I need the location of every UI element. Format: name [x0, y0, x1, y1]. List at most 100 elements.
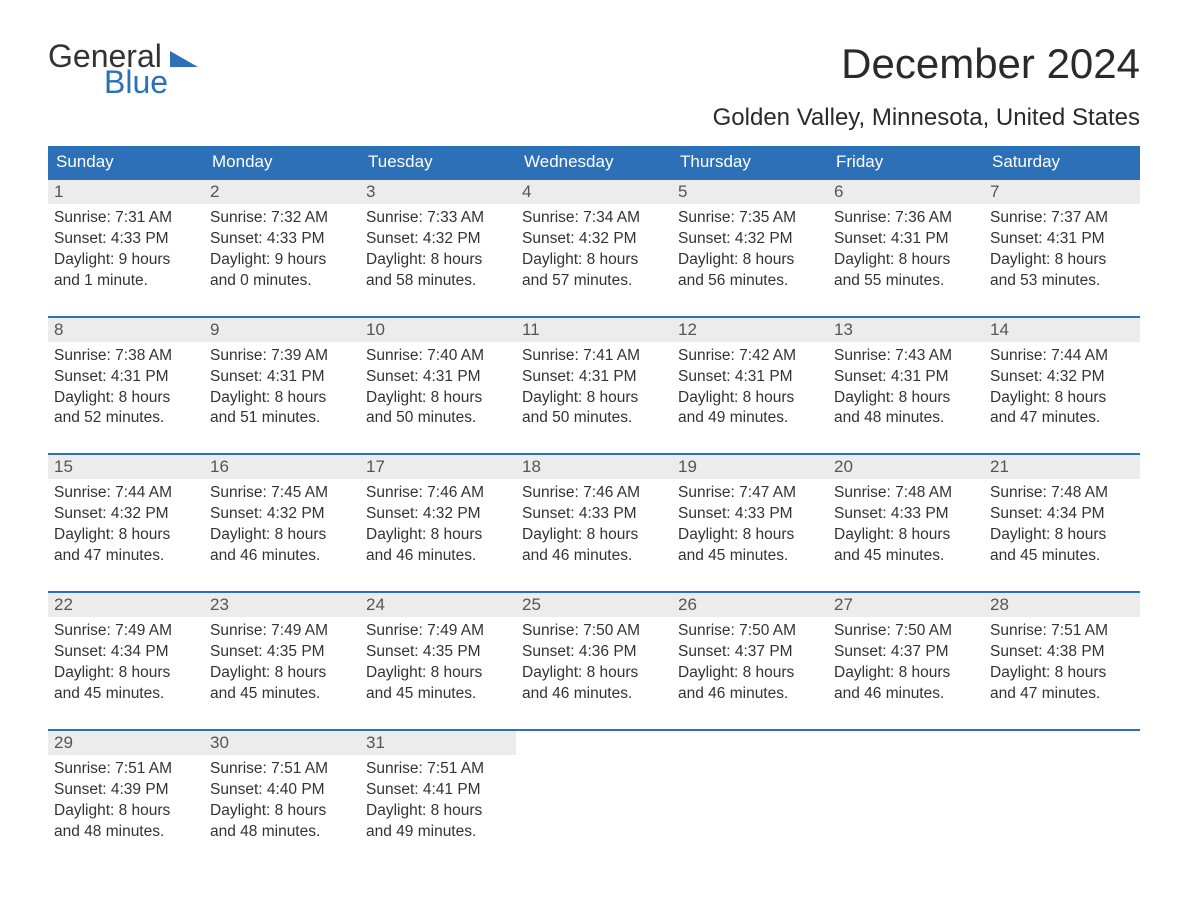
dl1-text: Daylight: 8 hours — [678, 663, 820, 684]
empty-cell — [984, 730, 1140, 755]
sunrise-text: Sunrise: 7:48 AM — [834, 483, 976, 504]
sunset-text: Sunset: 4:33 PM — [678, 504, 820, 525]
dl1-text: Daylight: 8 hours — [210, 663, 352, 684]
dl1-text: Daylight: 8 hours — [522, 663, 664, 684]
sunrise-text: Sunrise: 7:37 AM — [990, 208, 1132, 229]
sunset-text: Sunset: 4:39 PM — [54, 780, 196, 801]
dl2-text: and 46 minutes. — [522, 546, 664, 567]
day-detail: Sunrise: 7:36 AMSunset: 4:31 PMDaylight:… — [828, 204, 984, 317]
dl2-text: and 45 minutes. — [210, 684, 352, 705]
week-daynum-row: 293031 — [48, 730, 1140, 755]
day-number: 16 — [204, 454, 360, 479]
sunrise-text: Sunrise: 7:50 AM — [678, 621, 820, 642]
day-detail: Sunrise: 7:48 AMSunset: 4:34 PMDaylight:… — [984, 479, 1140, 592]
sunset-text: Sunset: 4:35 PM — [366, 642, 508, 663]
day-detail: Sunrise: 7:49 AMSunset: 4:35 PMDaylight:… — [204, 617, 360, 730]
day-detail: Sunrise: 7:49 AMSunset: 4:34 PMDaylight:… — [48, 617, 204, 730]
dl1-text: Daylight: 8 hours — [834, 250, 976, 271]
day-number: 28 — [984, 592, 1140, 617]
sunrise-text: Sunrise: 7:50 AM — [522, 621, 664, 642]
sunset-text: Sunset: 4:41 PM — [366, 780, 508, 801]
dl1-text: Daylight: 8 hours — [990, 250, 1132, 271]
col-thursday: Thursday — [672, 146, 828, 179]
dl1-text: Daylight: 8 hours — [54, 388, 196, 409]
day-number: 9 — [204, 317, 360, 342]
day-number: 26 — [672, 592, 828, 617]
dl1-text: Daylight: 8 hours — [54, 525, 196, 546]
day-number: 6 — [828, 179, 984, 204]
dl1-text: Daylight: 8 hours — [678, 250, 820, 271]
dl1-text: Daylight: 8 hours — [990, 525, 1132, 546]
day-number: 14 — [984, 317, 1140, 342]
dl2-text: and 48 minutes. — [54, 822, 196, 843]
day-detail: Sunrise: 7:45 AMSunset: 4:32 PMDaylight:… — [204, 479, 360, 592]
dl2-text: and 45 minutes. — [990, 546, 1132, 567]
day-detail: Sunrise: 7:44 AMSunset: 4:32 PMDaylight:… — [48, 479, 204, 592]
dl2-text: and 45 minutes. — [834, 546, 976, 567]
day-detail: Sunrise: 7:32 AMSunset: 4:33 PMDaylight:… — [204, 204, 360, 317]
col-monday: Monday — [204, 146, 360, 179]
day-number: 5 — [672, 179, 828, 204]
dl2-text: and 46 minutes. — [210, 546, 352, 567]
sunset-text: Sunset: 4:33 PM — [834, 504, 976, 525]
sunrise-text: Sunrise: 7:42 AM — [678, 346, 820, 367]
page-subtitle: Golden Valley, Minnesota, United States — [48, 104, 1140, 132]
dl2-text: and 50 minutes. — [366, 408, 508, 429]
dl1-text: Daylight: 8 hours — [366, 250, 508, 271]
dl1-text: Daylight: 8 hours — [522, 388, 664, 409]
sunrise-text: Sunrise: 7:44 AM — [990, 346, 1132, 367]
col-tuesday: Tuesday — [360, 146, 516, 179]
day-detail: Sunrise: 7:48 AMSunset: 4:33 PMDaylight:… — [828, 479, 984, 592]
day-number: 2 — [204, 179, 360, 204]
dl1-text: Daylight: 8 hours — [834, 525, 976, 546]
sunrise-text: Sunrise: 7:50 AM — [834, 621, 976, 642]
day-number: 23 — [204, 592, 360, 617]
sunset-text: Sunset: 4:31 PM — [990, 229, 1132, 250]
sunrise-text: Sunrise: 7:40 AM — [366, 346, 508, 367]
sunset-text: Sunset: 4:32 PM — [210, 504, 352, 525]
dl2-text: and 58 minutes. — [366, 271, 508, 292]
sunrise-text: Sunrise: 7:36 AM — [834, 208, 976, 229]
day-number: 31 — [360, 730, 516, 755]
dl1-text: Daylight: 8 hours — [210, 801, 352, 822]
sunset-text: Sunset: 4:35 PM — [210, 642, 352, 663]
day-number: 30 — [204, 730, 360, 755]
day-number: 12 — [672, 317, 828, 342]
sunrise-text: Sunrise: 7:44 AM — [54, 483, 196, 504]
week-daynum-row: 22232425262728 — [48, 592, 1140, 617]
sunset-text: Sunset: 4:37 PM — [834, 642, 976, 663]
dl2-text: and 53 minutes. — [990, 271, 1132, 292]
day-detail: Sunrise: 7:33 AMSunset: 4:32 PMDaylight:… — [360, 204, 516, 317]
day-detail: Sunrise: 7:37 AMSunset: 4:31 PMDaylight:… — [984, 204, 1140, 317]
day-number: 27 — [828, 592, 984, 617]
day-detail: Sunrise: 7:46 AMSunset: 4:32 PMDaylight:… — [360, 479, 516, 592]
day-detail: Sunrise: 7:51 AMSunset: 4:39 PMDaylight:… — [48, 755, 204, 851]
day-detail: Sunrise: 7:41 AMSunset: 4:31 PMDaylight:… — [516, 342, 672, 455]
dl1-text: Daylight: 8 hours — [54, 801, 196, 822]
sunrise-text: Sunrise: 7:49 AM — [210, 621, 352, 642]
dl2-text: and 47 minutes. — [990, 684, 1132, 705]
empty-cell — [672, 755, 828, 851]
day-number: 19 — [672, 454, 828, 479]
dl2-text: and 47 minutes. — [990, 408, 1132, 429]
day-number: 15 — [48, 454, 204, 479]
brand-mark-icon — [170, 54, 198, 71]
sunset-text: Sunset: 4:34 PM — [54, 642, 196, 663]
dl1-text: Daylight: 8 hours — [54, 663, 196, 684]
dl2-text: and 45 minutes. — [54, 684, 196, 705]
sunrise-text: Sunrise: 7:38 AM — [54, 346, 196, 367]
dl1-text: Daylight: 8 hours — [522, 525, 664, 546]
day-number: 20 — [828, 454, 984, 479]
day-number: 21 — [984, 454, 1140, 479]
dl2-text: and 51 minutes. — [210, 408, 352, 429]
sunset-text: Sunset: 4:32 PM — [54, 504, 196, 525]
day-detail: Sunrise: 7:51 AMSunset: 4:41 PMDaylight:… — [360, 755, 516, 851]
dl1-text: Daylight: 8 hours — [522, 250, 664, 271]
sunrise-calendar-table: Sunday Monday Tuesday Wednesday Thursday… — [48, 146, 1140, 850]
day-number: 13 — [828, 317, 984, 342]
day-detail: Sunrise: 7:42 AMSunset: 4:31 PMDaylight:… — [672, 342, 828, 455]
sunrise-text: Sunrise: 7:39 AM — [210, 346, 352, 367]
day-detail: Sunrise: 7:47 AMSunset: 4:33 PMDaylight:… — [672, 479, 828, 592]
dl2-text: and 52 minutes. — [54, 408, 196, 429]
empty-cell — [984, 755, 1140, 851]
